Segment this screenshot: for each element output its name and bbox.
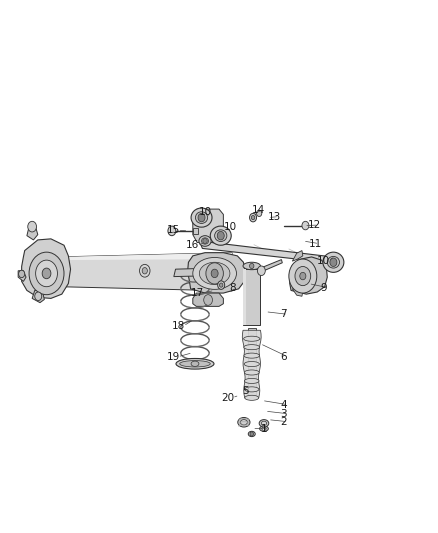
Ellipse shape	[260, 426, 268, 431]
Circle shape	[295, 266, 311, 286]
Ellipse shape	[240, 419, 247, 425]
Circle shape	[29, 252, 64, 295]
Text: 3: 3	[280, 409, 287, 419]
Polygon shape	[243, 269, 246, 325]
Circle shape	[203, 238, 207, 244]
Polygon shape	[60, 253, 232, 291]
Circle shape	[330, 258, 337, 266]
Text: 8: 8	[229, 283, 235, 293]
Polygon shape	[243, 269, 261, 325]
Ellipse shape	[327, 256, 339, 268]
Circle shape	[35, 260, 57, 287]
Polygon shape	[27, 224, 38, 240]
Text: 9: 9	[321, 283, 327, 293]
Polygon shape	[242, 330, 261, 398]
Ellipse shape	[201, 238, 208, 244]
Circle shape	[35, 292, 42, 301]
Circle shape	[204, 295, 212, 305]
Ellipse shape	[199, 262, 230, 285]
Ellipse shape	[238, 417, 250, 427]
Circle shape	[302, 221, 309, 230]
Polygon shape	[292, 289, 303, 296]
Ellipse shape	[215, 230, 227, 241]
Ellipse shape	[191, 208, 212, 227]
Ellipse shape	[243, 262, 261, 270]
Text: 11: 11	[308, 239, 321, 248]
Text: 5: 5	[242, 386, 248, 397]
Circle shape	[250, 432, 254, 436]
Circle shape	[206, 263, 223, 284]
Text: 19: 19	[166, 352, 180, 362]
Circle shape	[211, 269, 218, 278]
Circle shape	[198, 213, 205, 222]
Circle shape	[250, 213, 257, 222]
Circle shape	[250, 263, 254, 269]
Text: 13: 13	[268, 212, 282, 222]
Polygon shape	[292, 251, 303, 261]
Ellipse shape	[261, 421, 267, 425]
Text: 16: 16	[186, 240, 199, 250]
Ellipse shape	[180, 361, 210, 367]
Ellipse shape	[248, 431, 255, 437]
Text: 10: 10	[223, 222, 237, 232]
Ellipse shape	[195, 212, 208, 223]
Text: 18: 18	[172, 321, 185, 331]
Polygon shape	[187, 253, 245, 293]
Polygon shape	[248, 328, 256, 397]
Circle shape	[168, 226, 176, 236]
Text: 15: 15	[166, 225, 180, 236]
Polygon shape	[21, 239, 71, 298]
Ellipse shape	[191, 361, 199, 367]
Text: 12: 12	[307, 220, 321, 230]
Polygon shape	[60, 253, 232, 260]
Text: 2: 2	[280, 417, 287, 427]
Ellipse shape	[210, 226, 231, 245]
Ellipse shape	[244, 345, 260, 350]
Polygon shape	[261, 260, 283, 272]
Text: 10: 10	[198, 207, 212, 217]
Ellipse shape	[244, 370, 259, 375]
Ellipse shape	[245, 395, 259, 400]
Circle shape	[218, 281, 225, 289]
Ellipse shape	[176, 359, 214, 369]
Polygon shape	[32, 290, 44, 303]
Circle shape	[219, 283, 223, 287]
Circle shape	[289, 259, 317, 293]
Ellipse shape	[244, 353, 260, 358]
Polygon shape	[193, 228, 198, 233]
Text: 20: 20	[221, 393, 234, 403]
Ellipse shape	[259, 419, 269, 427]
Circle shape	[42, 268, 51, 279]
Ellipse shape	[244, 378, 259, 383]
Polygon shape	[174, 268, 216, 277]
Ellipse shape	[199, 236, 211, 246]
Circle shape	[217, 231, 224, 240]
Text: 4: 4	[280, 400, 287, 410]
Polygon shape	[193, 209, 223, 243]
Text: 10: 10	[317, 256, 330, 266]
Polygon shape	[199, 241, 335, 263]
Ellipse shape	[244, 361, 259, 367]
Text: 14: 14	[252, 205, 265, 215]
Text: 1: 1	[261, 424, 268, 434]
Ellipse shape	[193, 257, 237, 289]
Circle shape	[28, 221, 36, 232]
Circle shape	[300, 272, 306, 280]
Ellipse shape	[323, 252, 344, 272]
Circle shape	[142, 268, 148, 274]
Text: 6: 6	[280, 352, 287, 362]
Polygon shape	[193, 293, 223, 306]
Text: 7: 7	[280, 309, 287, 319]
Ellipse shape	[262, 427, 266, 430]
Circle shape	[18, 270, 25, 278]
Ellipse shape	[244, 336, 260, 341]
Circle shape	[140, 264, 150, 277]
Circle shape	[251, 215, 255, 220]
Circle shape	[257, 210, 262, 216]
Ellipse shape	[244, 387, 259, 392]
Polygon shape	[290, 257, 327, 294]
Polygon shape	[18, 271, 26, 281]
Circle shape	[258, 266, 265, 276]
Text: 17: 17	[191, 288, 204, 298]
